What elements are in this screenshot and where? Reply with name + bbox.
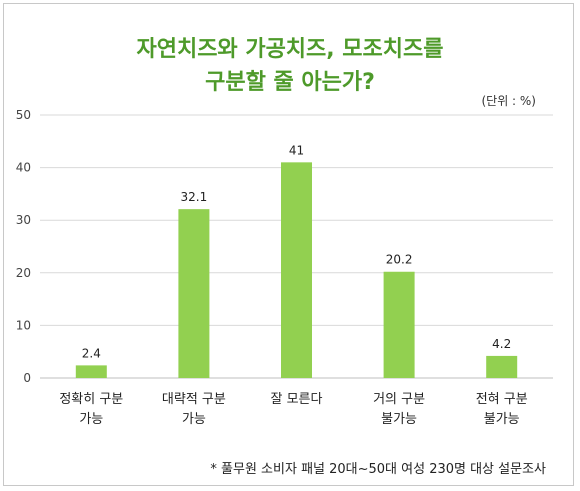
- bar: [281, 162, 312, 378]
- category-label: 불가능: [484, 412, 520, 427]
- bar: [75, 365, 107, 378]
- y-tick-label: 50: [16, 108, 31, 122]
- y-tick-label: 30: [16, 213, 31, 227]
- bar: [178, 209, 210, 378]
- unit-note: (단위 : %): [481, 94, 536, 108]
- bar: [383, 271, 415, 378]
- chart-title-line-1: 자연치즈와 가공치즈, 모조치즈를: [136, 37, 444, 62]
- chart-title-line-2: 구분할 줄 아는가?: [205, 70, 375, 95]
- category-label: 가능: [182, 412, 206, 427]
- category-label: 전혀 구분: [476, 392, 528, 407]
- y-tick-label: 20: [16, 266, 31, 280]
- category-label: 잘 모른다: [271, 392, 323, 407]
- bar: [486, 355, 518, 378]
- data-label: 32.1: [181, 190, 208, 204]
- category-label: 거의 구분: [373, 392, 425, 407]
- data-label: 41: [289, 143, 304, 157]
- y-tick-label: 0: [23, 371, 31, 385]
- data-label: 2.4: [82, 346, 101, 360]
- y-tick-label: 10: [16, 318, 31, 332]
- category-label: 대략적 구분: [162, 392, 226, 407]
- data-label: 4.2: [492, 337, 511, 351]
- chart-title: 자연치즈와 가공치즈, 모조치즈를 구분할 줄 아는가?: [0, 33, 580, 99]
- category-label: 불가능: [381, 412, 417, 427]
- category-label: 가능: [79, 412, 103, 427]
- footnote: * 풀무원 소비자 패널 20대~50대 여성 230명 대상 설문조사: [210, 462, 546, 477]
- data-label: 20.2: [386, 253, 413, 267]
- y-tick-label: 40: [16, 161, 31, 175]
- category-label: 정확히 구분: [59, 392, 123, 407]
